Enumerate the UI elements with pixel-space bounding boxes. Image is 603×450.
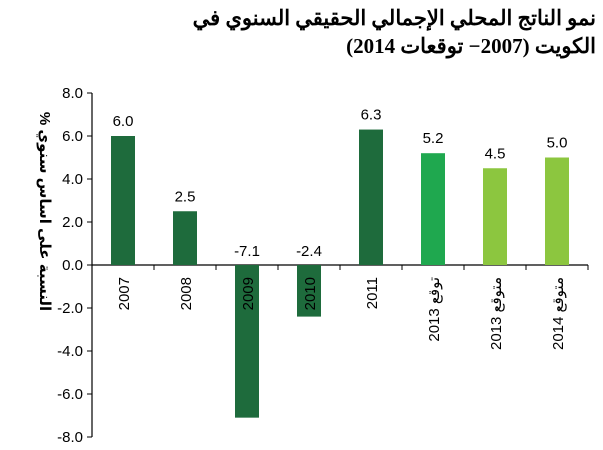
category-label: 2011 (364, 277, 381, 309)
bar (235, 265, 259, 418)
category-label: 2009 (240, 277, 257, 310)
data-label: 6.0 (113, 113, 134, 130)
data-label: 5.0 (547, 135, 568, 152)
category-label: 2014 متوقع (550, 277, 567, 350)
bar (483, 168, 507, 265)
category-label: 2007 (116, 277, 133, 310)
bar (421, 153, 445, 265)
bar (545, 157, 569, 265)
bar (297, 265, 321, 317)
data-label: -2.4 (296, 243, 322, 260)
data-label: 6.3 (361, 107, 382, 124)
category-label: 2010 (302, 277, 319, 310)
category-label: 2008 (178, 277, 195, 310)
y-tick-label: 4.0 (62, 171, 83, 188)
y-tick-label: -4.0 (57, 343, 83, 360)
chart-title: نمو الناتج المحلي الإجمالي الحقيقي السنو… (192, 6, 596, 58)
category-labels: 2007 2008 2009 2010 2011 توقع 2013 2013 متوقع 2… (116, 277, 567, 350)
bar (173, 211, 197, 265)
bars (111, 129, 569, 418)
y-tick-label: 6.0 (62, 128, 83, 145)
data-label: -7.1 (234, 243, 260, 260)
y-tick-label: -8.0 (57, 429, 83, 446)
y-tick-label: -6.0 (57, 386, 83, 403)
y-tick-label: 8.0 (62, 85, 83, 102)
y-tick-label: -2.0 (57, 300, 83, 317)
data-label: 4.5 (485, 145, 506, 162)
category-label: توقع 2013 (426, 277, 443, 342)
bar (111, 136, 135, 265)
value-labels: 6.0 2.5 -7.1 -2.4 6.3 5.2 4.5 5.0 (113, 107, 568, 260)
y-tick-label: 2.0 (62, 214, 83, 231)
category-label: 2013 متوقع (488, 277, 505, 350)
y-tick-label: 0.0 (62, 257, 83, 274)
bar (359, 129, 383, 265)
y-axis: 8.0 6.0 4.0 2.0 0.0 -2.0 -4.0 -6.0 -8.0 (57, 85, 589, 446)
data-label: 5.2 (423, 130, 444, 147)
data-label: 2.5 (175, 188, 196, 205)
y-axis-label: % النسبة على اساس سنوي (35, 112, 53, 311)
